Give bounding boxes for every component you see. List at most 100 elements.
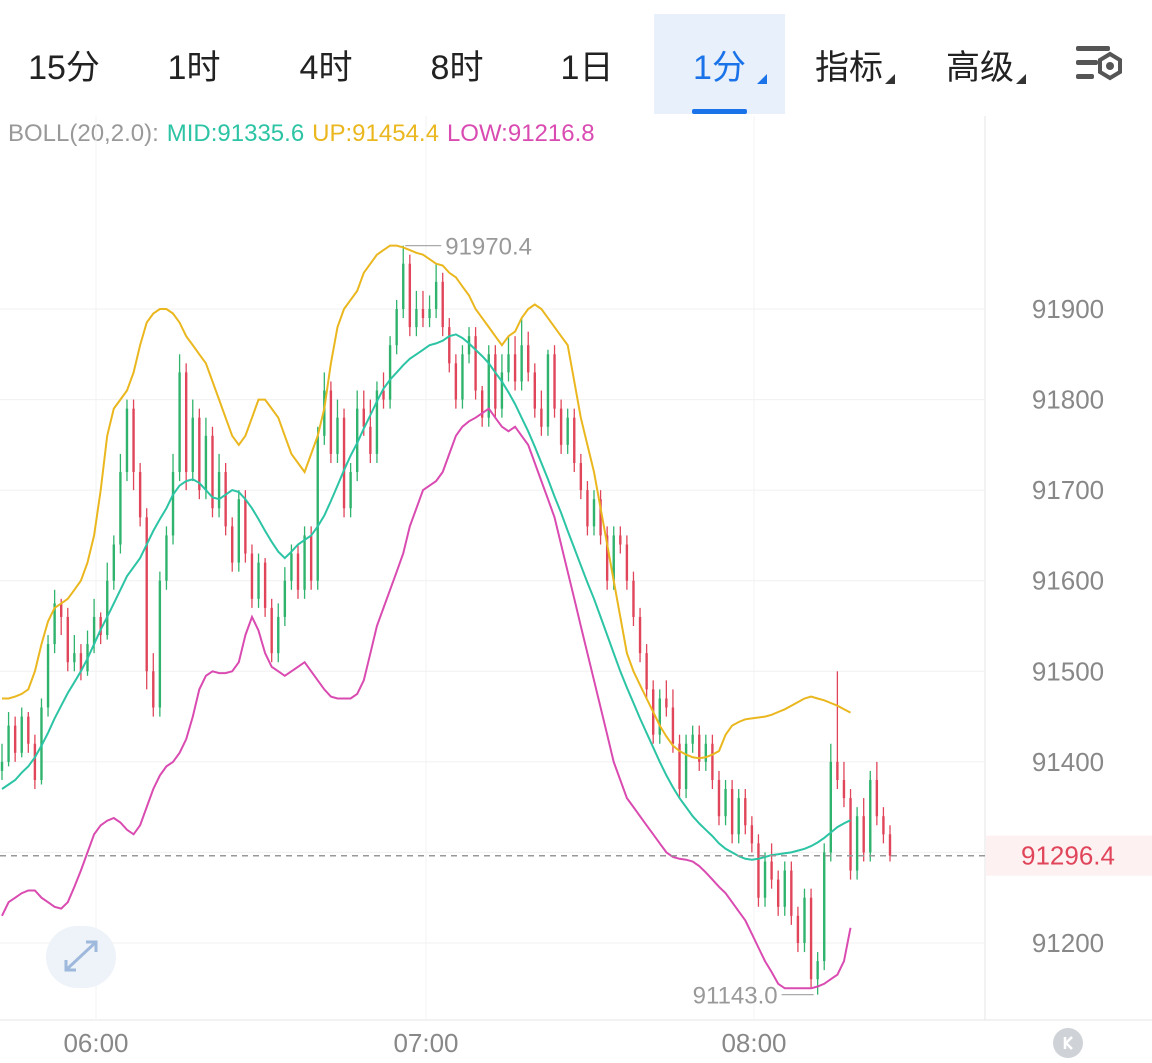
tab-1[interactable]: 1时: [130, 14, 258, 114]
candle-body: [566, 417, 569, 445]
candle-body: [415, 309, 418, 328]
candle-body: [757, 843, 760, 898]
candle-body: [862, 816, 865, 853]
tab-label: 8时: [430, 48, 484, 87]
candle-body: [717, 779, 721, 817]
candle-body: [112, 544, 116, 581]
dropdown-triangle-icon: [1016, 74, 1026, 84]
candlestick-chart[interactable]: 91900 91800 91700 91600 91500 91400 91200 06:00…: [0, 116, 1152, 1057]
candle-body: [671, 707, 675, 744]
candle-body: [231, 526, 234, 563]
kline-logo-button[interactable]: [1053, 1028, 1083, 1058]
candle-body: [546, 354, 550, 427]
candle-body: [836, 761, 839, 780]
candle-body: [356, 408, 359, 473]
candle-body: [395, 309, 398, 346]
candle-body: [7, 725, 10, 762]
tab-5[interactable]: 1分: [654, 14, 785, 114]
candle-body: [237, 499, 240, 563]
boll-up: UP:91454.4: [312, 120, 439, 147]
y-tick-label: 91600: [1032, 566, 1104, 596]
candle-body: [323, 390, 326, 436]
candle-body: [362, 408, 365, 427]
candle-body: [448, 327, 451, 364]
timeframe-toolbar: 15分 1时 4时 8时 1日 1分 指标 高级: [0, 0, 1152, 116]
candle-body: [494, 354, 497, 409]
candle-body: [790, 870, 793, 916]
candle-body: [776, 879, 780, 907]
tab-3[interactable]: 8时: [393, 14, 521, 114]
candle-body: [796, 915, 800, 943]
candle-body: [66, 616, 69, 663]
y-tick-label: 91400: [1032, 747, 1104, 777]
high-price-label: 91970.4: [445, 234, 532, 261]
candle-body: [599, 499, 602, 536]
chart-settings-icon: [1076, 46, 1122, 81]
candle-body: [691, 734, 694, 744]
candle-body: [224, 472, 227, 527]
candle-body: [165, 535, 168, 581]
candle-body: [888, 834, 892, 856]
current-price-tag: [986, 835, 1152, 876]
candle-body: [559, 408, 563, 445]
candle-body: [665, 698, 668, 708]
candle-body: [92, 616, 96, 645]
candle-body: [375, 390, 379, 454]
candle-body: [678, 743, 681, 790]
x-tick-label: 08:00: [721, 1028, 786, 1057]
candle-body: [698, 734, 701, 762]
candle-body: [849, 798, 852, 871]
candle-body: [783, 870, 786, 907]
x-tick-label: 07:00: [393, 1028, 458, 1057]
candle-body: [152, 671, 155, 708]
candle-body: [145, 517, 148, 672]
candle-body: [474, 336, 477, 391]
candle-body: [520, 345, 523, 382]
candle-body: [592, 499, 596, 527]
candle-body: [823, 852, 826, 962]
candle-body: [842, 779, 846, 799]
candle-body: [744, 798, 747, 826]
boll-legend: BOLL(20,2.0): MID:91335.6 UP:91454.4 LOW:91…: [8, 120, 603, 148]
candle-body: [625, 544, 629, 581]
expand-chart-button[interactable]: [46, 926, 116, 988]
candle-body: [257, 562, 260, 599]
boll-mid: MID:91335.6: [166, 120, 305, 147]
candle-body: [408, 263, 412, 328]
boll-line-mid: [1, 333, 851, 861]
low-price-label: 91143.0: [693, 983, 778, 1010]
candle-body: [211, 435, 214, 509]
tab-0[interactable]: 15分: [0, 14, 128, 114]
candle-body: [730, 789, 734, 835]
chart-settings-button[interactable]: [1068, 40, 1128, 90]
candle-body: [763, 861, 767, 898]
k-logo-icon: [1063, 1036, 1073, 1050]
candle-body: [500, 372, 504, 409]
candle-body: [33, 743, 37, 780]
tab-2[interactable]: 4时: [262, 14, 390, 114]
candle-body: [250, 553, 254, 599]
candle-body: [198, 417, 201, 491]
candle-body: [724, 789, 727, 817]
tab-7[interactable]: 高级: [916, 14, 1044, 114]
candle-body: [217, 472, 221, 509]
tab-label: 4时: [299, 48, 353, 87]
candle-body: [658, 698, 661, 735]
tab-4[interactable]: 1日: [523, 14, 651, 114]
candle-body: [711, 743, 714, 780]
candle-body: [553, 354, 556, 409]
candle-body: [605, 535, 609, 581]
candle-body: [770, 861, 773, 880]
candle-body: [342, 417, 346, 509]
candle-body: [0, 761, 4, 771]
candle-body: [277, 616, 280, 654]
candle-body: [125, 408, 129, 473]
candle-body: [73, 653, 76, 663]
candle-body: [816, 961, 819, 980]
candle-body: [704, 743, 708, 762]
candle-body: [329, 390, 333, 454]
candle-body: [296, 553, 300, 590]
candle-body: [737, 798, 740, 835]
tab-6[interactable]: 指标: [785, 14, 913, 114]
candle-body: [461, 354, 464, 400]
